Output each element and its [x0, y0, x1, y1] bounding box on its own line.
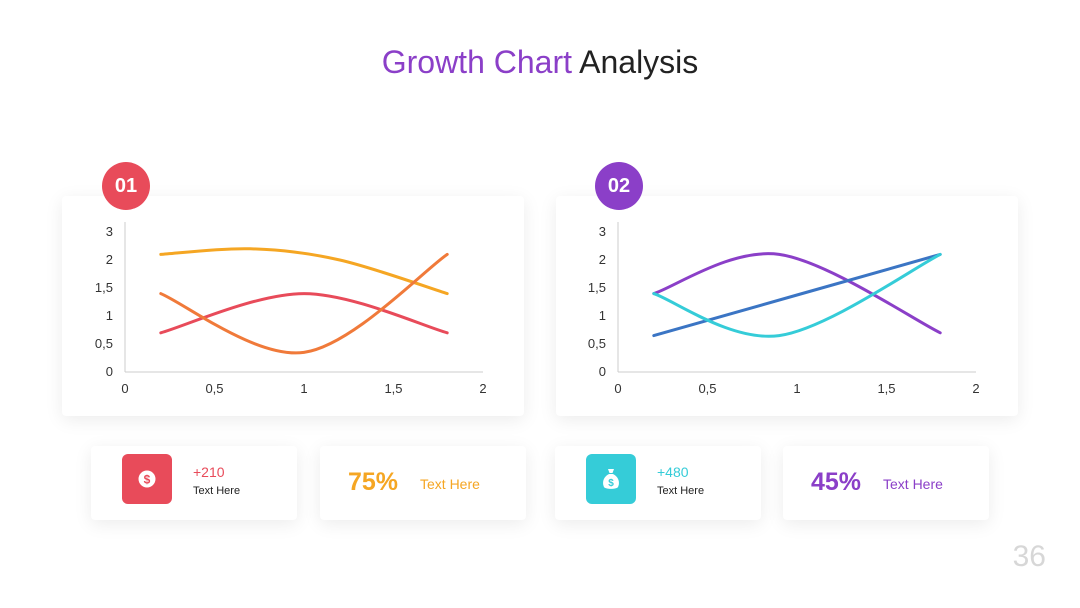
x-tick-label: 2	[972, 381, 979, 396]
chart-card-2	[556, 196, 1018, 416]
stat-card-3: $ +480 Text Here	[555, 446, 761, 520]
x-tick-label: 1,5	[877, 381, 895, 396]
stat-percent-label: Text Here	[883, 476, 943, 492]
series-line-1	[652, 252, 942, 335]
y-tick-label: 3	[599, 224, 606, 239]
stat-card-2: 75% Text Here	[320, 446, 526, 520]
stat-card-1: $ +210 Text Here	[91, 446, 297, 520]
y-tick-label: 1	[599, 308, 606, 323]
series-line-2	[159, 292, 449, 335]
badge-02: 02	[595, 162, 643, 210]
y-tick-label: 0	[106, 364, 113, 379]
money-bag-icon: $	[586, 454, 636, 504]
stat-percent-label: Text Here	[420, 476, 480, 492]
x-tick-label: 0,5	[698, 381, 716, 396]
stat-value: +210	[193, 464, 225, 480]
series-line-1	[159, 247, 449, 296]
y-tick-label: 0,5	[588, 336, 606, 351]
page-number: 36	[1012, 540, 1046, 573]
dollar-coin-icon: $	[122, 454, 172, 504]
title-rest: Analysis	[572, 44, 699, 80]
x-tick-label: 1	[793, 381, 800, 396]
series-line-3	[652, 252, 942, 338]
page-title: Growth Chart Analysis	[0, 44, 1080, 81]
chart-card-1	[62, 196, 524, 416]
y-tick-label: 1	[106, 308, 113, 323]
badge-01: 01	[102, 162, 150, 210]
svg-text:$: $	[608, 478, 614, 489]
stat-percent: 45%	[811, 468, 862, 496]
stat-label: Text Here	[193, 485, 241, 497]
stat-label: Text Here	[657, 485, 705, 497]
y-tick-label: 0,5	[95, 336, 113, 351]
svg-text:$: $	[144, 473, 151, 487]
y-tick-label: 0	[599, 364, 606, 379]
x-tick-label: 0	[614, 381, 621, 396]
stat-card-4: 45% Text Here	[783, 446, 989, 520]
x-tick-label: 0	[121, 381, 128, 396]
y-tick-label: 2	[106, 252, 113, 267]
x-tick-label: 0,5	[205, 381, 223, 396]
x-tick-label: 1,5	[384, 381, 402, 396]
series-line-3	[159, 252, 449, 355]
y-tick-label: 1,5	[588, 280, 606, 295]
y-tick-label: 3	[106, 224, 113, 239]
y-tick-label: 2	[599, 252, 606, 267]
x-tick-label: 2	[479, 381, 486, 396]
title-accent: Growth Chart	[381, 44, 572, 80]
series-line-2	[652, 252, 942, 338]
stat-percent: 75%	[348, 468, 399, 496]
x-tick-label: 1	[300, 381, 307, 396]
stat-value: +480	[657, 464, 689, 480]
y-tick-label: 1,5	[95, 280, 113, 295]
